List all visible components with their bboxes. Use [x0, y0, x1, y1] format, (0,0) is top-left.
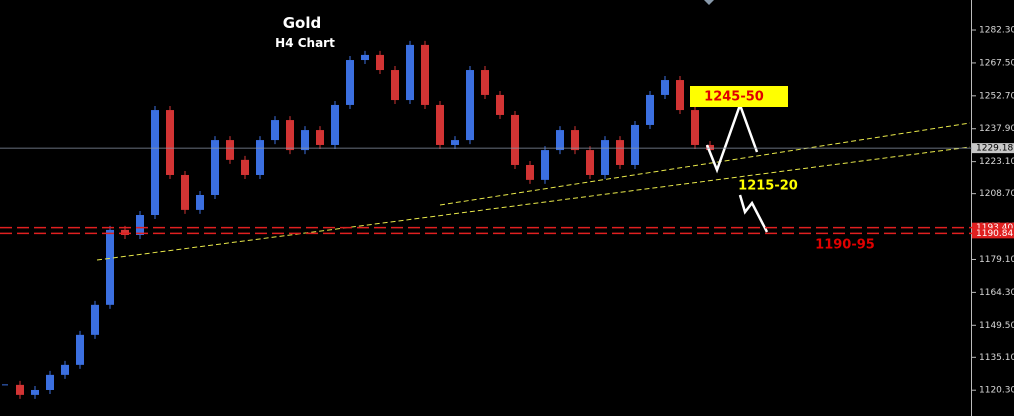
y-tick-label: 1164.30 [979, 288, 1014, 298]
candle [571, 130, 579, 151]
candle [586, 150, 594, 175]
annotation: 1245-50 [704, 90, 764, 105]
candle [31, 389, 39, 395]
candle [511, 114, 519, 165]
annotation: 1190-95 [815, 238, 875, 253]
level-box [972, 228, 1014, 239]
candle [271, 120, 279, 141]
candle [196, 194, 204, 210]
candle [436, 104, 444, 145]
candle [556, 130, 564, 151]
candle [121, 229, 129, 236]
marker [704, 0, 714, 5]
candle [346, 60, 354, 105]
candle [361, 54, 369, 61]
candle [661, 80, 669, 95]
annotation-box [690, 86, 788, 107]
candle [676, 80, 684, 111]
candle [61, 364, 69, 375]
candle [646, 94, 654, 125]
chart-title: Gold [283, 14, 322, 32]
candle [181, 174, 189, 210]
candle [466, 70, 474, 141]
y-tick-label: 1179.10 [979, 255, 1014, 265]
candle [46, 374, 54, 390]
candle [211, 140, 219, 195]
current-price-box [972, 143, 1014, 154]
candle [631, 124, 639, 165]
candle [256, 140, 264, 175]
annotation: 1215-20 [738, 179, 798, 194]
candle [301, 130, 309, 151]
candle [226, 140, 234, 160]
candle [331, 104, 339, 145]
y-tick-label: 1267.50 [979, 58, 1014, 68]
candle [601, 140, 609, 175]
candle [421, 44, 429, 105]
candle [706, 144, 714, 151]
candle [241, 159, 249, 175]
y-tick-label: 1223.10 [979, 157, 1014, 167]
candle [286, 120, 294, 151]
chart-subtitle: H4 Chart [275, 36, 335, 50]
candle [376, 54, 384, 71]
arrow [705, 101, 759, 174]
candle [616, 140, 624, 165]
current-price-label: 1229.18 [976, 144, 1013, 154]
candle [16, 384, 24, 395]
candle [106, 229, 114, 305]
trend-line [439, 122, 971, 206]
candle [136, 215, 144, 236]
candle [391, 70, 399, 101]
level-label: 1190.84 [976, 229, 1013, 239]
candle [481, 70, 489, 95]
candle [166, 110, 174, 175]
level-label: 1193.40 [976, 223, 1013, 233]
candle [691, 110, 699, 145]
level-box [972, 222, 1014, 233]
candle [541, 150, 549, 180]
candles [2, 40, 714, 399]
arrow [738, 194, 769, 233]
candle [406, 44, 414, 101]
y-tick-label: 1149.50 [979, 321, 1014, 331]
candle [316, 130, 324, 145]
y-tick-label: 1252.70 [979, 91, 1014, 101]
candle [451, 140, 459, 145]
candle [496, 94, 504, 115]
candle [91, 304, 99, 335]
y-tick-label: 1120.30 [979, 386, 1014, 396]
y-tick-label: 1282.30 [979, 26, 1014, 36]
candle [151, 110, 159, 216]
candle [76, 334, 84, 365]
candle [526, 164, 534, 180]
y-tick-label: 1237.90 [979, 124, 1014, 134]
trend-line [96, 146, 971, 261]
y-tick-label: 1208.70 [979, 189, 1014, 199]
y-tick-label: 1135.10 [979, 353, 1014, 363]
